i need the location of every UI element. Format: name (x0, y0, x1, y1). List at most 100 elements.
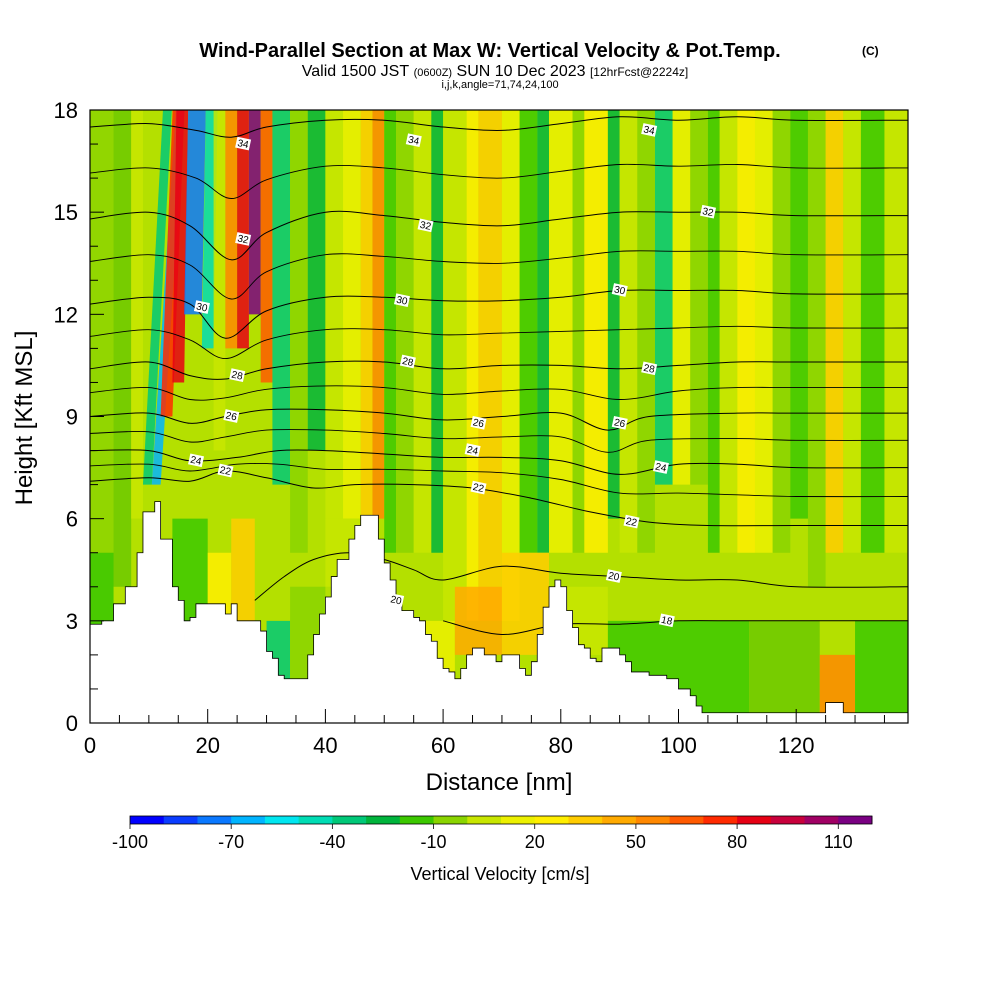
velocity-band (237, 110, 249, 349)
contour-label-bg (464, 443, 481, 457)
colorbar-swatch (534, 816, 569, 824)
contour-label-text: 24 (189, 455, 203, 468)
velocity-band (360, 110, 373, 519)
theta-contour-minor (90, 462, 908, 498)
velocity-band (131, 110, 143, 519)
theta-contour-minor (90, 163, 908, 199)
colorbar-swatch (231, 816, 266, 824)
contour-label-text: 20 (607, 571, 621, 584)
colorbar-swatch (635, 816, 671, 824)
colorbar-swatch (669, 816, 704, 824)
theta-contour-32 (90, 210, 908, 261)
velocity-band (749, 620, 820, 723)
velocity-band (272, 110, 291, 485)
contour-label-bg (470, 480, 487, 495)
colorbar-swatch (804, 816, 839, 824)
colorbar-swatch (197, 816, 232, 824)
contour-label-bg (405, 133, 422, 147)
velocity-band (443, 110, 467, 621)
contour-label: 28 (641, 361, 658, 376)
contour-label-bg (235, 136, 252, 151)
colorbar-swatch (399, 816, 435, 824)
contour-label-bg (229, 368, 246, 382)
contour-label-bg (658, 613, 675, 628)
contour-label: 34 (641, 123, 658, 138)
chart-subtitle: Valid 1500 JST (0600Z) SUN 10 Dec 2023 [… (302, 63, 688, 80)
theta-contour-28 (90, 360, 908, 380)
contour-label-text: 34 (236, 138, 250, 151)
colorbar-swatch (737, 816, 772, 824)
contour-label-text: 32 (701, 206, 715, 219)
contour-label: 26 (470, 415, 487, 430)
velocity-band (466, 110, 479, 621)
velocity-band (807, 110, 826, 587)
velocity-band (184, 110, 206, 315)
colorbar-swatch (467, 816, 502, 824)
contour-label: 22 (217, 463, 234, 478)
contour-label: 28 (399, 354, 416, 369)
contour-label-text: 28 (230, 370, 244, 383)
contour-label-bg (235, 232, 252, 246)
theta-contour-minor (90, 385, 908, 401)
colorbar: -100 -70 -40 -10 20 50 80 110 (112, 815, 873, 852)
contour-label-text: 32 (236, 233, 250, 246)
velocity-band (325, 110, 344, 519)
contour-label-bg (388, 593, 405, 607)
contour-label-text: 20 (389, 594, 403, 607)
chart-title: Wind-Parallel Section at Max W: Vertical… (199, 40, 780, 62)
contour-label-bg (193, 300, 210, 314)
contour-label-text: 30 (613, 284, 627, 297)
contour-label: 34 (235, 136, 252, 151)
x-axis-label: Distance [nm] (426, 769, 573, 796)
contour-label: 32 (417, 218, 434, 233)
contour-label: 24 (652, 460, 669, 475)
x-tick-label: 0 (84, 733, 96, 758)
y-tick-label: 6 (66, 507, 78, 532)
colorbar-swatch (838, 816, 873, 824)
velocity-band (654, 110, 673, 485)
colorbar-swatch (568, 816, 603, 824)
contour-label-text: 18 (660, 615, 674, 628)
colorbar-label: Vertical Velocity [cm/s] (410, 864, 589, 884)
contour-label: 28 (229, 368, 246, 383)
contour-label: 18 (658, 613, 675, 628)
velocity-band (843, 110, 861, 553)
velocity-band (754, 110, 773, 553)
velocity-band (343, 110, 361, 519)
y-tick-label: 15 (54, 200, 78, 225)
colorbar-tick-label: 80 (727, 832, 747, 852)
colorbar-tick-label: 50 (626, 832, 646, 852)
colorbar-swatch (332, 816, 367, 824)
velocity-band (884, 110, 908, 553)
velocity-band (772, 110, 791, 553)
velocity-band (790, 110, 808, 519)
y-tick-label: 18 (54, 98, 78, 123)
subtitle-date: SUN 10 Dec 2023 (457, 63, 586, 80)
colorbar-tick-label: 20 (525, 832, 545, 852)
contour-label-text: 26 (613, 417, 627, 430)
terrain-profile (89, 501, 909, 724)
velocity-band (719, 110, 738, 553)
contour-label-bg (188, 453, 205, 468)
velocity-band (637, 110, 655, 553)
velocity-band (690, 110, 708, 485)
subtitle-utc: (0600Z) (414, 67, 453, 79)
colorbar-swatch (602, 816, 637, 824)
velocity-band (855, 620, 908, 723)
theta-contour-minor (90, 250, 908, 300)
contour-label-bg (641, 361, 658, 376)
terrain (89, 501, 909, 724)
x-tick-label: 80 (549, 733, 573, 758)
velocity-band (519, 110, 538, 553)
contour-label: 22 (623, 514, 640, 529)
colorbar-swatch (298, 816, 333, 824)
contour-label: 20 (605, 569, 622, 584)
contour-label: 26 (611, 415, 628, 430)
y-tick-label: 3 (66, 609, 78, 634)
velocity-band (825, 110, 844, 553)
theta-contour-24 (90, 449, 908, 475)
x-tick-label: 100 (660, 733, 697, 758)
x-axis: 0 20 40 60 80 100 120 (84, 709, 885, 758)
contour-label-bg (700, 204, 717, 219)
theta-contour-30 (90, 289, 908, 339)
